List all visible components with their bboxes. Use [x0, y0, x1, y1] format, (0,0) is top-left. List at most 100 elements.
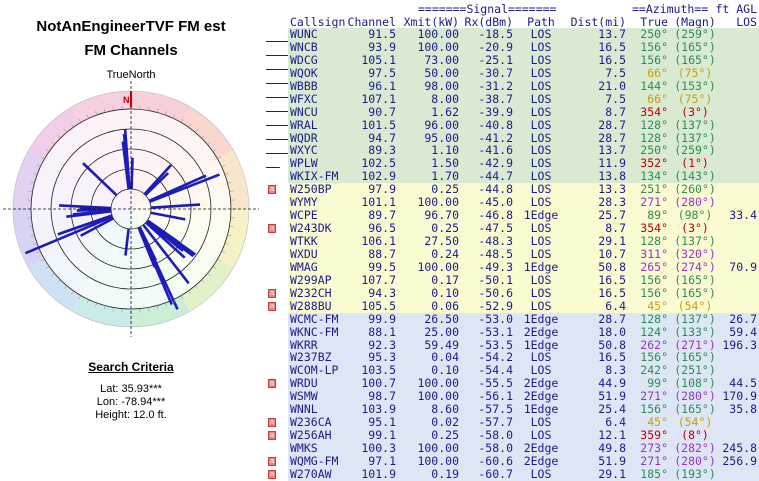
callsign-cell[interactable]: W270AW [290, 468, 332, 481]
path-cell: LOS [518, 119, 564, 132]
channel-cell: 90.7 [346, 106, 396, 119]
callsign-cell[interactable]: WNCB [290, 41, 318, 54]
translator-icon[interactable]: a [268, 185, 276, 194]
callsign-cell[interactable]: WMKS [290, 442, 318, 455]
rx-cell: -58.0 [463, 429, 513, 442]
search-longitude: Lon: -78.94*** [0, 396, 262, 408]
path-cell: LOS [518, 248, 564, 261]
callsign-cell[interactable]: WNCU [290, 106, 318, 119]
callsign-cell[interactable]: WKNC-FM [290, 326, 338, 339]
channel-cell: 101.5 [346, 119, 396, 132]
azimuth-group-header: ==Azimuth== [632, 2, 708, 16]
callsign-cell[interactable]: WTKK [290, 235, 318, 248]
distance-cell: 8.7 [566, 106, 626, 119]
distance-cell: 16.5 [566, 287, 626, 300]
magnetic-azimuth-cell: (54°) [668, 300, 722, 313]
translator-icon[interactable]: a [268, 302, 276, 311]
true-azimuth-cell: 250° [634, 28, 668, 41]
magnetic-azimuth-cell: (153°) [668, 80, 722, 93]
channel-cell: 88.7 [346, 248, 396, 261]
path-cell: 2Edge [518, 442, 564, 455]
true-azimuth-cell: 124° [634, 326, 668, 339]
callsign-cell[interactable]: WBBB [290, 80, 318, 93]
callsign-cell[interactable]: WQMG-FM [290, 455, 338, 468]
channel-cell: 96.1 [346, 80, 396, 93]
translator-icon[interactable]: a [268, 289, 276, 298]
channel-cell: 101.9 [346, 468, 396, 481]
los-cell: 59.4 [712, 326, 757, 339]
path-cell: LOS [518, 106, 564, 119]
callsign-cell[interactable]: WCMC-FM [290, 313, 338, 326]
translator-icon[interactable]: a [268, 470, 276, 479]
rx-cell: -40.8 [463, 119, 513, 132]
magnetic-azimuth-cell: (193°) [668, 468, 722, 481]
path-cell: 2Edge [518, 326, 564, 339]
callsign-cell[interactable]: W256AH [290, 429, 332, 442]
callsign-cell[interactable]: WFXC [290, 93, 318, 106]
distance-cell: 29.1 [566, 468, 626, 481]
translator-icon[interactable]: a [268, 418, 276, 427]
translator-icon[interactable]: a [268, 431, 276, 440]
path-cell: LOS [518, 28, 564, 41]
station-table: =======Signal======= ==Azimuth== ft AGL … [266, 2, 759, 481]
distance-cell: 7.5 [566, 67, 626, 80]
xmit-cell: 100.00 [399, 261, 459, 274]
los-cell: 196.3 [712, 339, 757, 352]
callsign-cell[interactable]: W232CH [290, 287, 332, 300]
path-cell: LOS [518, 300, 564, 313]
callsign-cell[interactable]: W299AP [290, 274, 332, 287]
north-marker-label: N [123, 95, 130, 105]
rx-cell: -58.0 [463, 442, 513, 455]
translator-icon[interactable]: a [268, 224, 276, 233]
distance-cell: 7.5 [566, 93, 626, 106]
rx-cell: -31.2 [463, 80, 513, 93]
true-azimuth-cell: 271° [634, 455, 668, 468]
callsign-cell[interactable]: WUNC [290, 28, 318, 41]
xmit-cell: 100.00 [399, 455, 459, 468]
callsign-cell[interactable]: WDCG [290, 54, 318, 67]
rx-cell: -20.9 [463, 41, 513, 54]
distance-cell: 28.7 [566, 313, 626, 326]
los-cell: 26.7 [712, 313, 757, 326]
los-cell: 35.8 [712, 403, 757, 416]
xmit-cell: 0.17 [399, 274, 459, 287]
distance-cell: 51.9 [566, 455, 626, 468]
magnetic-azimuth-cell: (259°) [668, 28, 722, 41]
translator-icon[interactable]: a [268, 379, 276, 388]
los-header[interactable]: LOS [712, 15, 757, 29]
channel-cell: 99.5 [346, 261, 396, 274]
path-cell: 1Edge [518, 313, 564, 326]
rx-cell: -18.5 [463, 28, 513, 41]
callsign-cell[interactable]: WRAL [290, 119, 318, 132]
callsign-cell[interactable]: WQOK [290, 67, 318, 80]
rx-cell: -30.7 [463, 67, 513, 80]
translator-icon[interactable]: a [268, 457, 276, 466]
callsign-cell[interactable]: WMAG [290, 261, 318, 274]
callsign-cell[interactable]: WXDU [290, 248, 318, 261]
distance-cell: 29.1 [566, 235, 626, 248]
callsign-cell[interactable]: W288BU [290, 300, 332, 313]
magnetic-azimuth-cell: (165°) [668, 287, 722, 300]
magnetic-azimuth-cell: (137°) [668, 119, 722, 132]
true-azimuth-cell: 128° [634, 119, 668, 132]
